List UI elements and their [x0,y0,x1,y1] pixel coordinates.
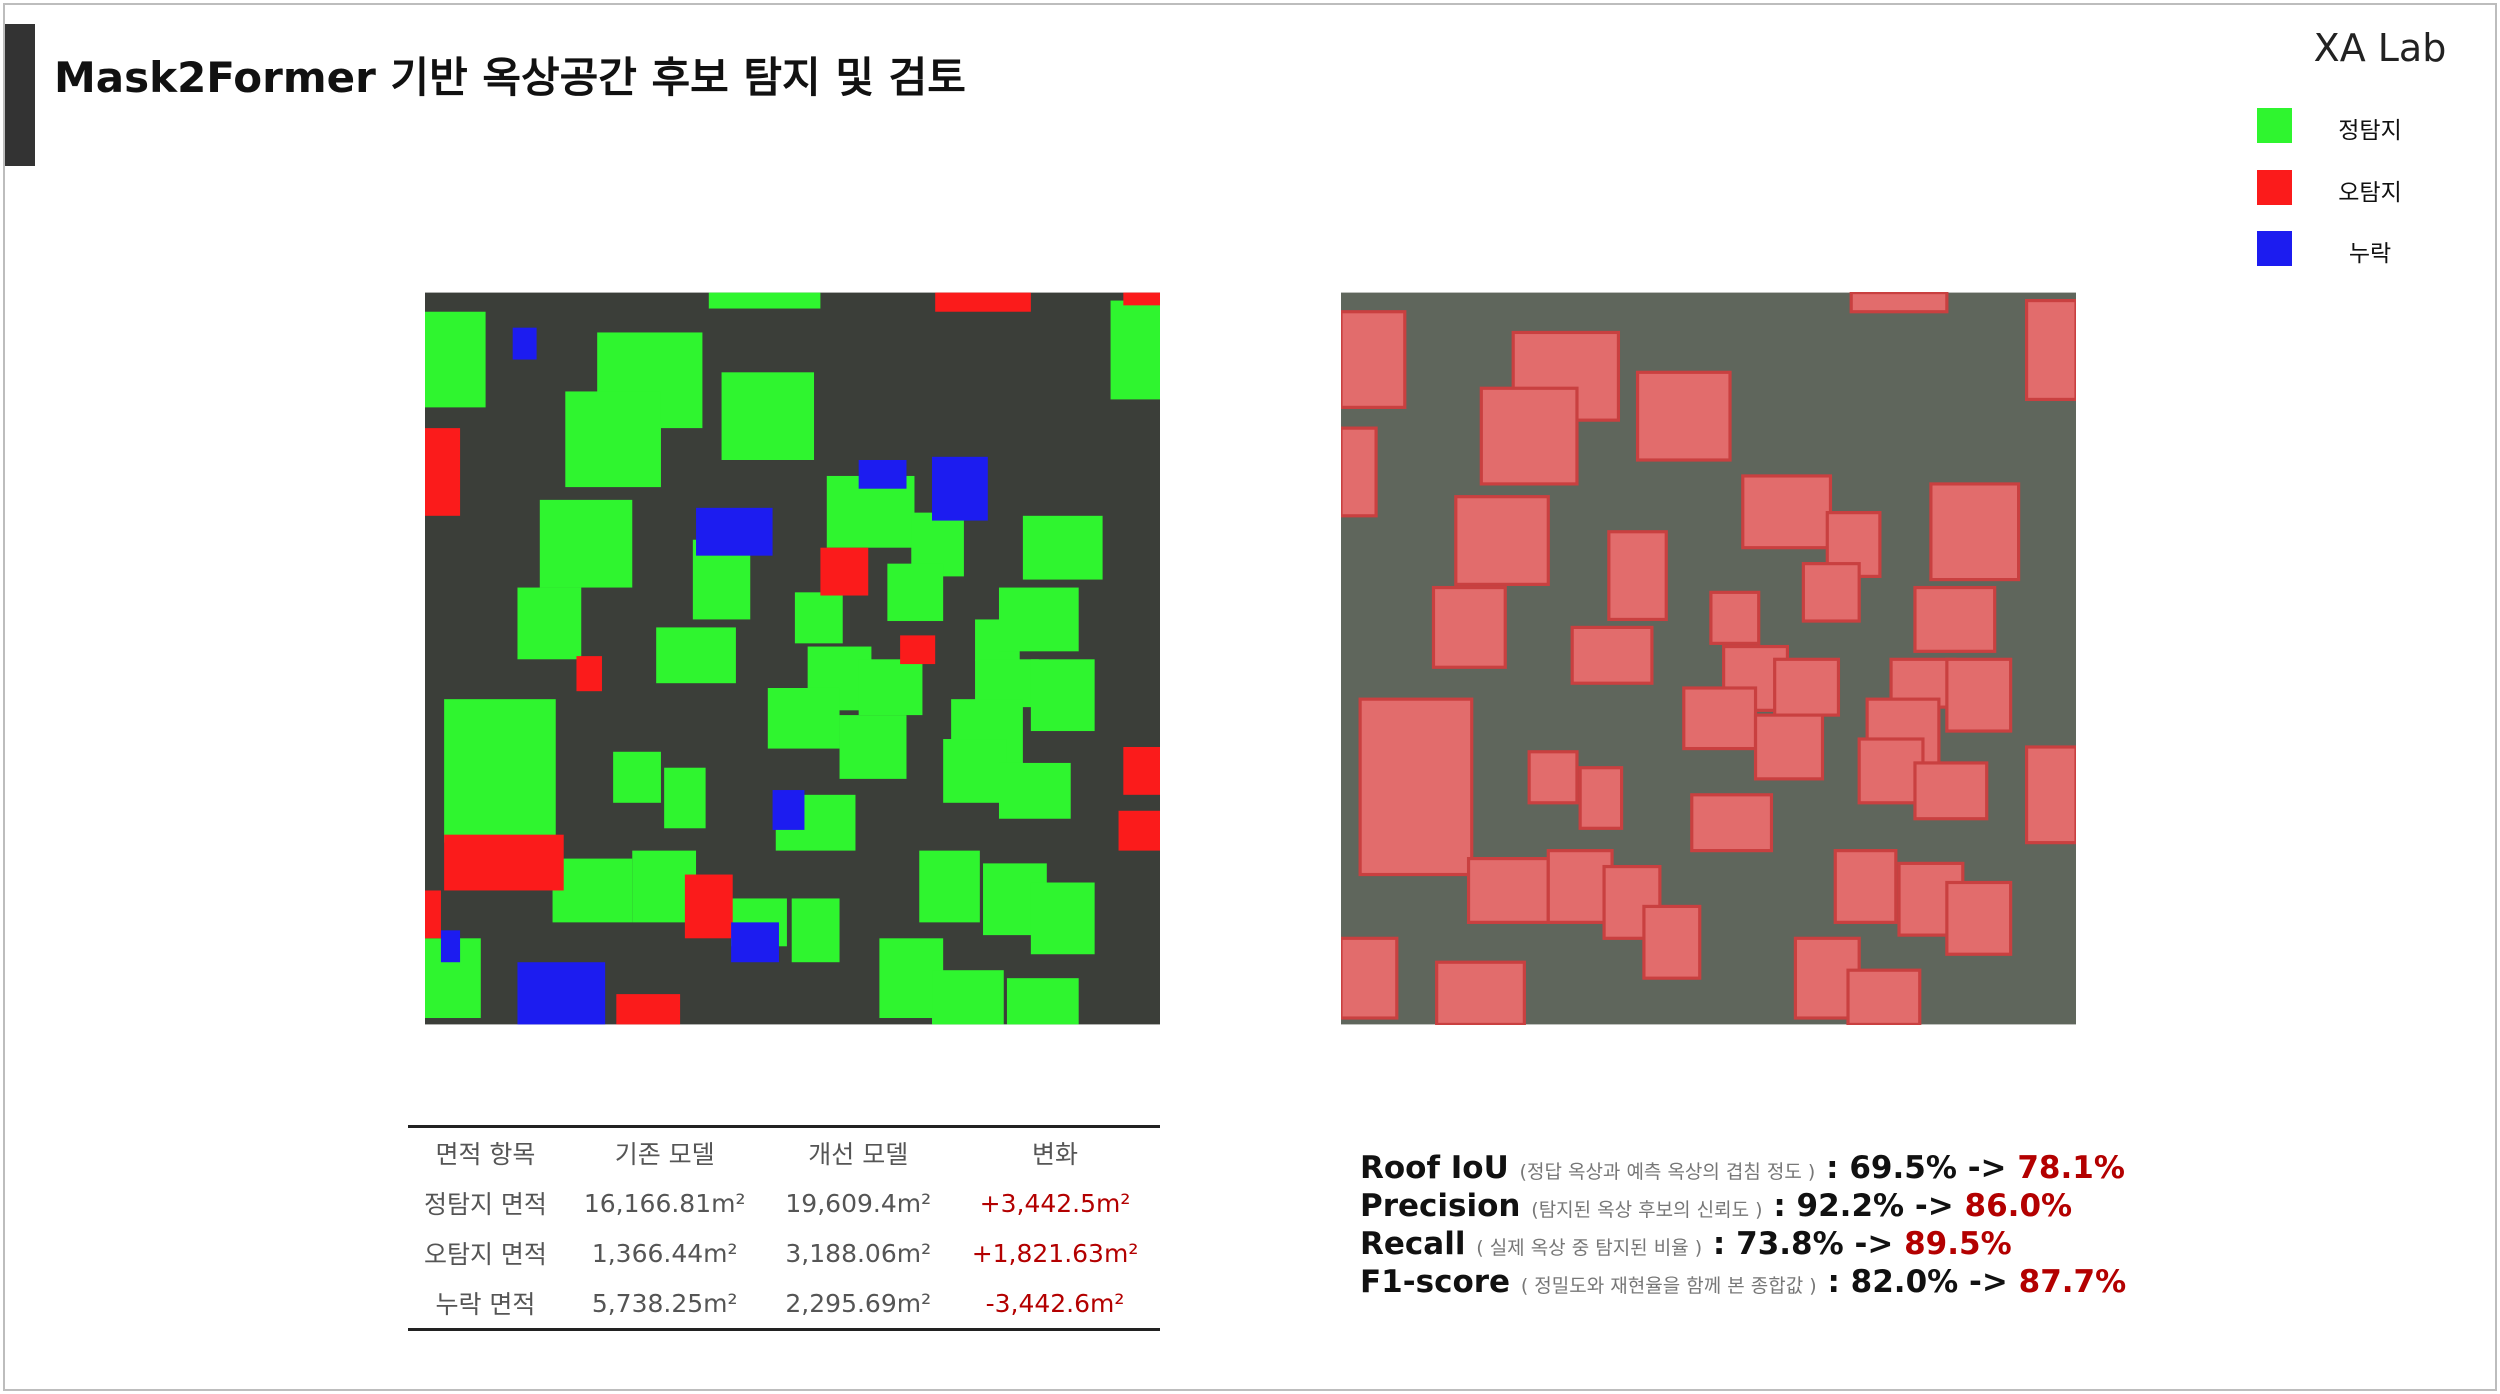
logo: XA Lab [2313,26,2447,70]
frame [3,3,2497,1391]
metric-note: ( 실제 옥상 중 탐지된 비율 ) [1476,1237,1703,1259]
table-row: 누락 면적 5,738.25m² 2,295.69m² -3,442.6m² [408,1278,1160,1330]
metric-name: Recall [1360,1226,1466,1262]
metric-line: Precision (탐지된 옥상 후보의 신뢰도 ) : 92.2% -> 8… [1360,1188,2126,1226]
metrics: Roof IoU (정답 옥상과 예측 옥상의 겹침 정도 ) : 69.5% … [1360,1150,2126,1302]
legend-label: 누락 [2348,241,2392,267]
metric-line: Roof IoU (정답 옥상과 예측 옥상의 겹침 정도 ) : 69.5% … [1360,1150,2126,1188]
separator: : [1826,1150,1839,1186]
prediction-image [425,292,1160,1025]
column-header: 개선 모델 [808,1140,909,1169]
metric-note: ( 정밀도와 재현율을 함께 본 종합값 ) [1520,1275,1817,1297]
column-header: 기존 모델 [614,1140,715,1169]
table-cell: 누락 면적 [435,1290,536,1319]
legend-label: 오탐지 [2338,180,2402,206]
table-cell: +1,821.63m² [971,1238,1139,1268]
metric-before: 82.0% [1850,1264,1959,1300]
legend-swatch [2257,108,2292,143]
metric-after: 86.0% [1964,1188,2073,1224]
table-cell: 16,166.81m² [583,1188,746,1218]
metric-line: Recall ( 실제 옥상 중 탐지된 비율 ) : 73.8% -> 89.… [1360,1226,2126,1264]
table-header: 면적 항목 기존 모델 개선 모델 변화 [408,1127,1160,1179]
table-cell: 1,366.44m² [591,1238,738,1268]
metric-name: F1-score [1360,1264,1511,1300]
metric-line: F1-score ( 정밀도와 재현율을 함께 본 종합값 ) : 82.0% … [1360,1264,2126,1302]
table-cell: 2,295.69m² [785,1288,932,1318]
area-table: 면적 항목 기존 모델 개선 모델 변화 정탐지 면적 16,166.81m² 19,60… [408,1125,1160,1331]
title: Mask2Former 기반 옥상공간 후보 탐지 및 검토 [54,53,966,102]
accent-bar [5,24,35,166]
metric-before: 69.5% [1849,1150,1957,1186]
table-cell: 5,738.25m² [591,1288,738,1318]
separator: : [1827,1264,1840,1300]
table-cell: 정탐지 면적 [423,1190,547,1219]
table-cell: 3,188.06m² [785,1238,932,1268]
arrow: -> [1854,1226,1894,1262]
table-cell: 19,609.4m² [785,1188,932,1218]
table-cell: -3,442.6m² [985,1288,1125,1318]
table-body: 정탐지 면적 16,166.81m² 19,609.4m² +3,442.5m² 오탐지… [408,1178,1160,1330]
metric-name: Precision [1360,1188,1521,1224]
metric-note: (정답 옥상과 예측 옥상의 겹침 정도 ) [1519,1161,1816,1183]
metric-note: (탐지된 옥상 후보의 신뢰도 ) [1531,1199,1763,1221]
legend-swatch [2257,170,2292,205]
arrow: -> [1914,1188,1954,1224]
table-row: 오탐지 면적 1,366.44m² 3,188.06m² +1,821.63m² [408,1228,1160,1278]
separator: : [1712,1226,1726,1262]
table-row: 정탐지 면적 16,166.81m² 19,609.4m² +3,442.5m² [408,1178,1160,1228]
column-header: 변화 [1032,1140,1079,1169]
metric-before: 73.8% [1736,1226,1844,1262]
ground-truth-image [1341,292,2076,1025]
table-cell: +3,442.5m² [979,1188,1131,1218]
legend-label: 정탐지 [2338,118,2402,144]
metric-before: 92.2% [1796,1188,1905,1224]
column-header: 면적 항목 [435,1140,536,1169]
metric-after: 78.1% [2017,1150,2125,1186]
metric-after: 87.7% [2018,1264,2127,1300]
arrow: -> [1969,1264,2008,1300]
metric-name: Roof IoU [1360,1150,1509,1186]
metric-after: 89.5% [1904,1226,2012,1262]
arrow: -> [1967,1150,2007,1186]
legend-swatch [2257,231,2292,266]
table-cell: 오탐지 면적 [423,1240,547,1269]
separator: : [1773,1188,1786,1224]
